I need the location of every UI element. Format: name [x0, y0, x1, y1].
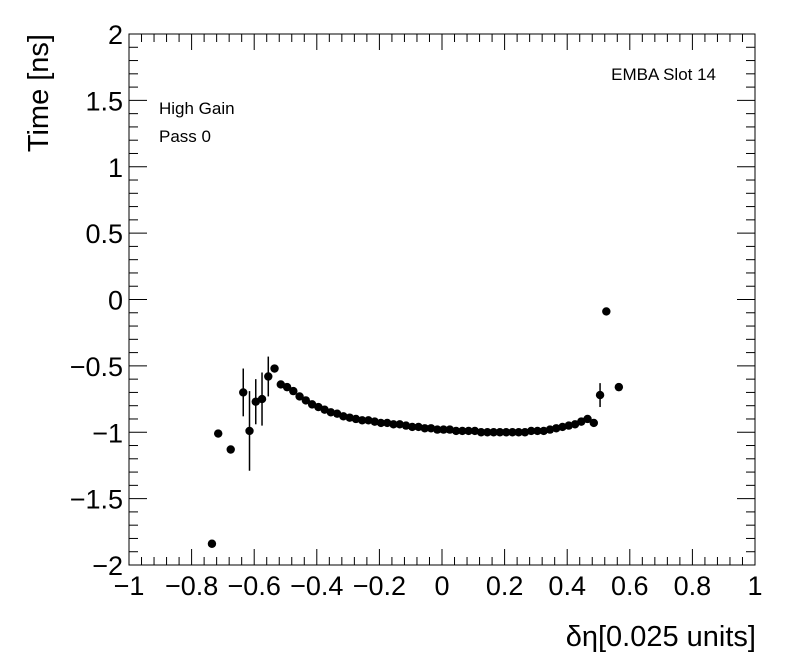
data-point — [357, 416, 367, 425]
x-tick-label: −0.2 — [353, 571, 406, 601]
x-tick-label: 0.4 — [548, 571, 586, 601]
data-point — [476, 428, 486, 437]
data-point — [376, 418, 386, 428]
y-tick-label: 2 — [108, 20, 123, 50]
data-point — [282, 382, 292, 392]
data-point — [370, 417, 379, 426]
data-point — [214, 429, 223, 438]
y-tick-label: −2 — [92, 551, 123, 581]
data-point — [389, 420, 398, 429]
y-tick-label: 1.5 — [85, 86, 123, 116]
y-axis-title: Time [ns] — [23, 34, 55, 152]
x-tick-label: −0.6 — [228, 571, 281, 601]
gain-annotation: High Gain — [159, 99, 235, 118]
data-point — [527, 426, 536, 436]
data-point — [508, 428, 517, 437]
data-point — [464, 426, 473, 436]
plot-frame — [128, 33, 756, 566]
y-tick-labels: −2 −1.5 −1 −0.5 0 0.5 1 1.5 2 — [70, 20, 123, 581]
data-point — [439, 425, 448, 434]
data-point — [270, 364, 279, 373]
data-point — [408, 422, 417, 432]
data-point — [564, 421, 573, 430]
data-point — [339, 412, 348, 421]
data-point — [345, 413, 354, 422]
data-point — [445, 425, 455, 434]
data-point — [226, 445, 235, 454]
data-point — [470, 426, 480, 436]
data-point — [489, 428, 498, 437]
data-point — [401, 421, 411, 430]
data-point — [301, 396, 311, 405]
data-point — [552, 424, 561, 433]
data-point — [395, 420, 404, 429]
slot-annotation: EMBA Slot 14 — [611, 65, 716, 84]
data-point — [326, 408, 336, 417]
data-point — [501, 428, 511, 437]
y-tick-label: 0.5 — [85, 219, 123, 249]
x-tick-label: −0.8 — [165, 571, 218, 601]
x-tick-label: 0.6 — [611, 571, 649, 601]
data-point — [483, 428, 492, 437]
data-point — [520, 428, 530, 437]
pass-annotation: Pass 0 — [159, 127, 211, 146]
data-point — [351, 414, 361, 424]
data-point — [533, 426, 542, 436]
x-axis-title: δη[0.025 units] — [566, 621, 756, 653]
x-tick-label: −1 — [114, 571, 145, 601]
data-point — [383, 418, 392, 428]
data-point — [545, 425, 555, 434]
y-tick-label: −1.5 — [70, 485, 123, 515]
data-point — [583, 414, 592, 424]
x-tick-label: 0.8 — [674, 571, 712, 601]
data-point — [614, 382, 624, 392]
x-tick-label: −0.4 — [290, 571, 343, 601]
data-point — [589, 418, 599, 428]
axis-ticks — [128, 33, 756, 566]
data-point — [264, 372, 273, 381]
data-point — [451, 426, 461, 436]
data-point — [289, 386, 298, 396]
x-tick-labels: −1 −0.8 −0.6 −0.4 −0.2 0 0.2 0.4 0.6 0.8 1 — [114, 571, 763, 601]
data-point — [245, 426, 254, 436]
y-tick-label: 1 — [108, 153, 123, 183]
data-point — [602, 307, 611, 316]
data-point — [239, 388, 248, 397]
data-point — [495, 428, 505, 437]
x-tick-label: 0 — [434, 571, 449, 601]
x-tick-label: 0.2 — [486, 571, 524, 601]
x-tick-label: 1 — [747, 571, 762, 601]
data-point — [420, 424, 429, 433]
data-point — [595, 390, 605, 400]
data-point — [364, 416, 373, 425]
data-points — [207, 307, 624, 548]
data-point — [257, 394, 267, 404]
data-point — [295, 392, 304, 401]
data-point — [426, 424, 436, 433]
y-tick-label: −1 — [92, 418, 123, 448]
data-point — [207, 539, 217, 548]
y-tick-label: 0 — [108, 286, 123, 316]
data-point — [558, 422, 567, 432]
data-point — [414, 422, 423, 432]
data-point — [458, 426, 467, 436]
data-point — [514, 428, 523, 437]
data-point — [539, 426, 548, 436]
y-tick-label: −0.5 — [70, 352, 123, 382]
data-point — [433, 425, 442, 434]
